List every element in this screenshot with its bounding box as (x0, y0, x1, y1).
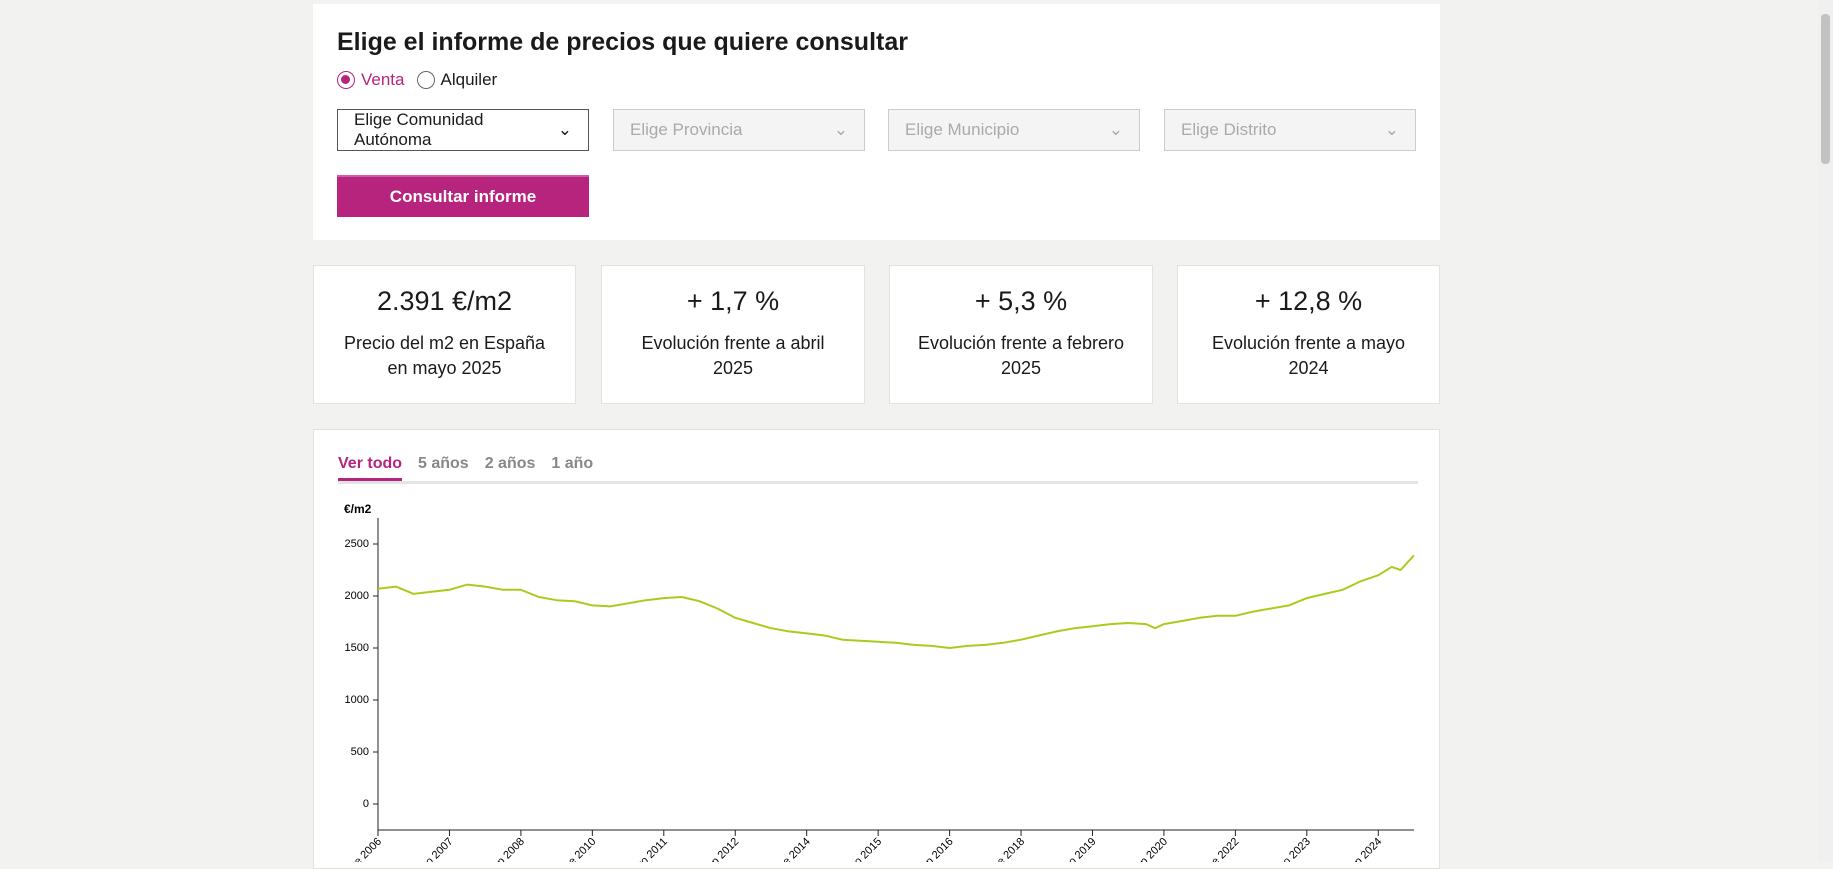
stat-label: Precio del m2 en España en mayo 2025 (343, 333, 546, 378)
x-tick-label: Ene 2010 (557, 836, 599, 862)
stat-value: 2.391 €/m2 (376, 286, 513, 316)
radio-venta[interactable]: Venta (337, 70, 405, 90)
stat-label: Evolución frente a mayo 2024 (1211, 333, 1406, 378)
x-tick-label: Mayo 2007 (409, 836, 456, 862)
tab[interactable]: 2 años (484, 455, 536, 472)
y-tick-label: 2000 (345, 590, 369, 602)
x-tick-label: Mayo 2019 (1052, 836, 1099, 862)
y-tick-label: 1000 (345, 694, 369, 706)
x-tick-label: Mayo 2023 (1266, 836, 1313, 862)
radio-label: Venta (361, 70, 405, 89)
submit-button[interactable]: Consultar informe (337, 175, 589, 217)
x-tick-label: Sep 2024 (1343, 836, 1385, 862)
stat-card: 2.391 €/m2 Precio del m2 en España en may… (313, 265, 576, 404)
select-label: Elige Comunidad Autónoma (354, 110, 484, 149)
select-comunidad[interactable]: Elige Comunidad Autónoma ⌄ (337, 109, 589, 151)
stat-label: Evolución frente a febrero 2025 (917, 333, 1125, 378)
stat-value: + 1,7 % (686, 286, 780, 316)
select-label: Elige Provincia (630, 120, 743, 139)
x-tick-label: Mayo 2011 (624, 836, 670, 862)
stat-card: + 12,8 % Evolución frente a mayo 2024 (1177, 265, 1440, 404)
form-panel: Elige el informe de precios que quiere c… (313, 4, 1440, 240)
tab[interactable]: Ver todo (338, 455, 403, 481)
stat-value: + 5,3 % (974, 286, 1068, 316)
stat-card: + 5,3 % Evolución frente a febrero 2025 (889, 265, 1153, 404)
y-axis-label: €/m2 (344, 502, 372, 516)
x-tick-label: Ene 2018 (985, 836, 1027, 862)
select-provincia[interactable]: Elige Provincia ⌄ (613, 109, 865, 151)
x-tick-label: Sep 2008 (485, 836, 527, 862)
stat-value: + 12,8 % (1254, 286, 1363, 316)
x-tick-label: Ene 2014 (771, 836, 813, 862)
x-tick-label: Sep 2020 (1128, 836, 1170, 862)
x-tick-label: Ene 2006 (342, 836, 384, 862)
tabs: Ver todo 5 años 2 años 1 año (338, 455, 1418, 484)
price-line (377, 554, 1415, 649)
scrollbar-thumb (1821, 14, 1830, 164)
scrollbar (1818, 0, 1833, 862)
x-tick-label: Sep 2012 (700, 836, 742, 862)
radio-alquiler[interactable]: Alquiler (416, 70, 498, 90)
tab[interactable]: 5 años (418, 455, 469, 472)
form-title: Elige el informe de precios que quiere c… (337, 28, 908, 56)
stat-label: Evolución frente a abril 2025 (641, 333, 825, 378)
radio-label: Alquiler (440, 70, 498, 89)
select-label: Elige Distrito (1181, 120, 1277, 139)
x-tick-label: Mayo 2015 (837, 836, 884, 862)
chart-panel: Ver todo 5 años 2 años 1 año (313, 429, 1440, 869)
select-municipio[interactable]: Elige Municipio ⌄ (888, 109, 1140, 151)
x-tick-label: Ene 2022 (1200, 836, 1242, 862)
y-tick-label: 500 (351, 746, 369, 758)
radio-group: Venta Alquiler (337, 70, 509, 90)
select-distrito[interactable]: Elige Distrito ⌄ (1164, 109, 1416, 151)
stat-card: + 1,7 % Evolución frente a abril 2025 (601, 265, 865, 404)
select-label: Elige Municipio (905, 120, 1020, 139)
y-tick-label: 0 (363, 798, 369, 810)
tab[interactable]: 1 año (551, 455, 594, 472)
y-tick-label: 1500 (345, 642, 369, 654)
x-tick-label: Sep 2016 (914, 836, 956, 862)
y-tick-label: 2500 (345, 538, 369, 550)
button-label: Consultar informe (389, 187, 537, 206)
